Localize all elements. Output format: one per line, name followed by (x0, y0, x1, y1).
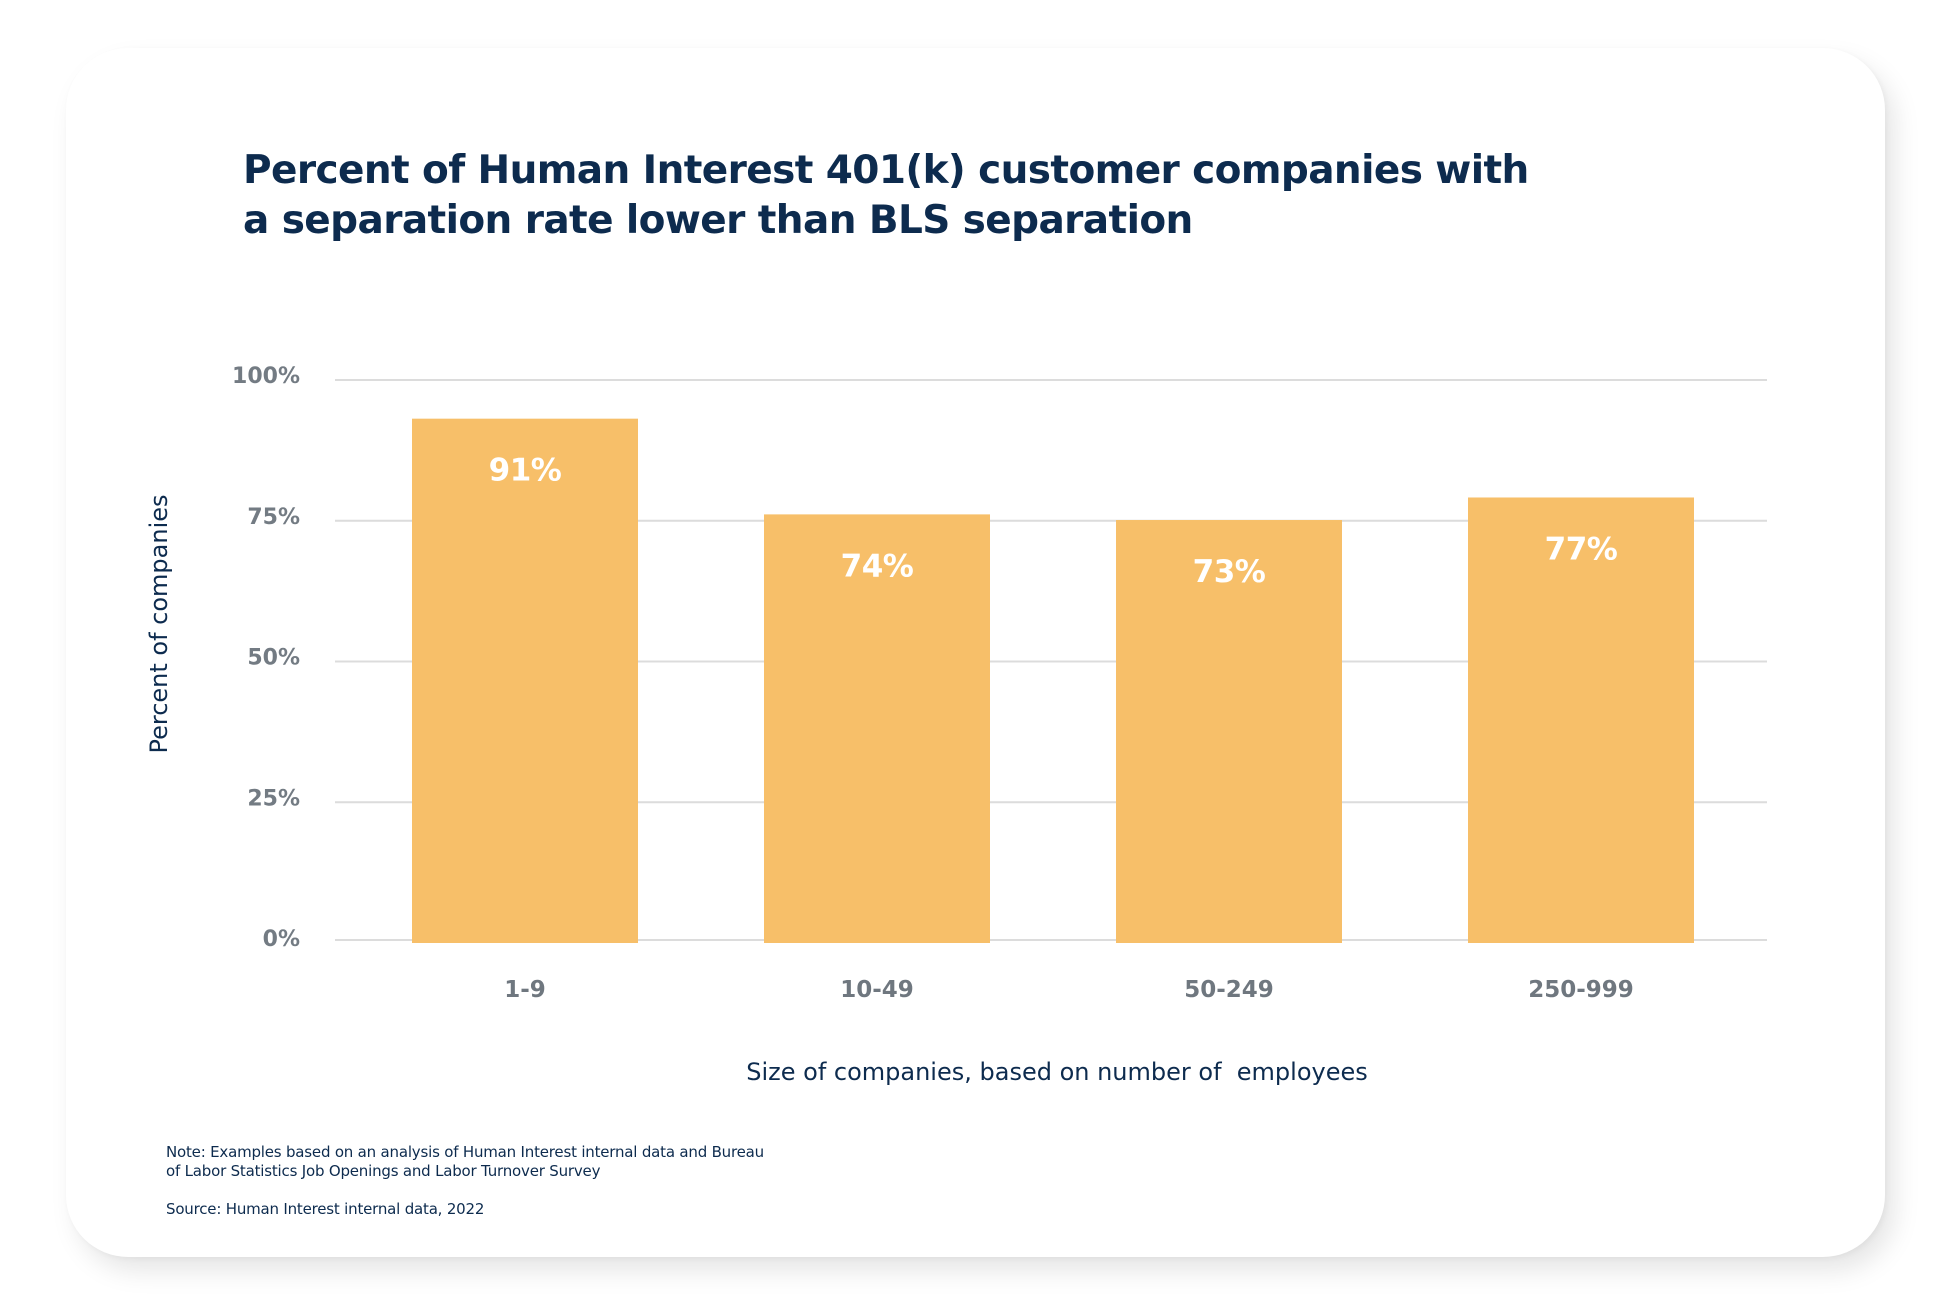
note-line-1: Note: Examples based on an analysis of H… (166, 1143, 764, 1161)
y-tick-labels: 0% 25% 50% 75% 100% (232, 364, 300, 952)
bar-50-249 (1116, 520, 1342, 943)
bar-value-label: 74% (841, 548, 914, 584)
y-tick-label: 0% (263, 927, 300, 952)
y-tick-label: 50% (247, 646, 300, 671)
bar-value-label: 77% (1545, 531, 1618, 567)
x-tick-label: 10-49 (840, 977, 914, 1003)
note-line-2: of Labor Statistics Job Openings and Lab… (166, 1162, 601, 1180)
x-tick-label: 1-9 (504, 977, 546, 1003)
bar-value-labels: 91% 74% 73% 77% (489, 453, 1619, 590)
y-tick-label: 75% (247, 505, 300, 530)
chart-title-line-1: Percent of Human Interest 401(k) custome… (243, 148, 1529, 193)
bar-value-label: 73% (1193, 554, 1266, 590)
x-tick-label: 50-249 (1184, 977, 1274, 1003)
bar-value-label: 91% (489, 453, 562, 489)
chart-title: Percent of Human Interest 401(k) custome… (243, 146, 1543, 246)
bar-250-999 (1468, 497, 1694, 943)
y-tick-label: 25% (247, 786, 300, 811)
x-tick-labels: 1-9 10-49 50-249 250-999 (504, 977, 1634, 1003)
y-axis-title: Percent of companies (145, 494, 173, 753)
bars (412, 418, 1694, 943)
chart-title-line-2: a separation rate lower than BLS separat… (243, 198, 1193, 243)
x-tick-label: 250-999 (1528, 977, 1634, 1003)
bar-1-9 (412, 418, 638, 943)
source-note: Source: Human Interest internal data, 20… (166, 1200, 485, 1218)
chart-notes: Note: Examples based on an analysis of H… (166, 1143, 764, 1219)
x-axis-title: Size of companies, based on number of em… (746, 1058, 1368, 1086)
bar-10-49 (764, 514, 990, 943)
y-tick-label: 100% (232, 364, 300, 389)
